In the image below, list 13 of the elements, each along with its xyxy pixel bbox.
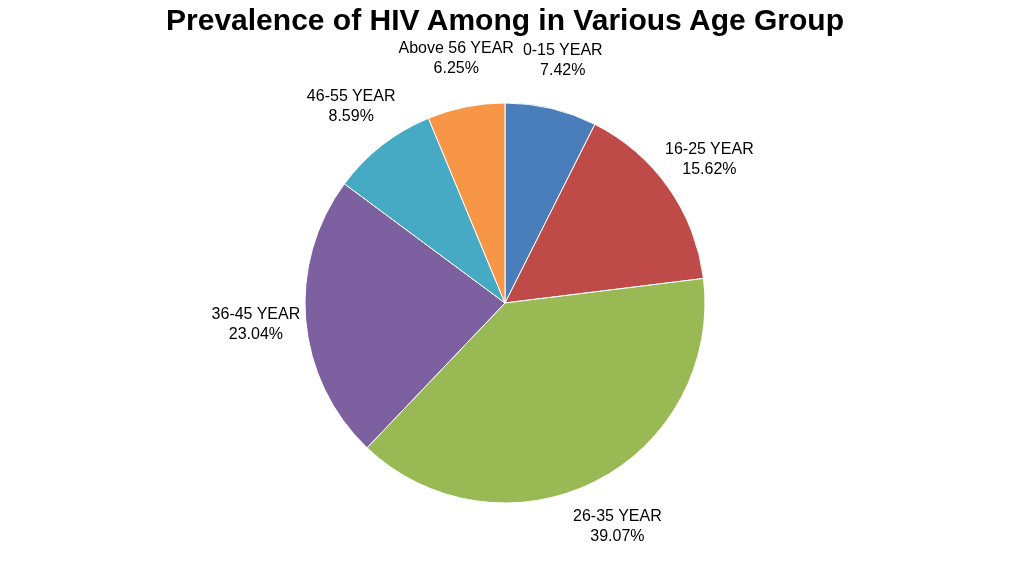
chart-title: Prevalence of HIV Among in Various Age Group <box>166 2 844 36</box>
slice-label: 36-45 YEAR <box>211 305 301 323</box>
data-label: 8.59% <box>328 106 374 124</box>
data-label: 6.25% <box>433 58 479 76</box>
data-label: 7.42% <box>540 60 586 78</box>
slice-label: 26-35 YEAR <box>573 507 662 525</box>
slice-label: Above 56 YEAR <box>398 38 514 56</box>
data-label: 23.04% <box>228 325 284 343</box>
data-label: 15.62% <box>682 160 737 178</box>
slice-label: 16-25 YEAR <box>665 140 754 158</box>
data-label: 39.07% <box>590 527 645 545</box>
slice-label: 0-15 YEAR <box>522 40 603 58</box>
slice-label: 46-55 YEAR <box>306 86 396 104</box>
